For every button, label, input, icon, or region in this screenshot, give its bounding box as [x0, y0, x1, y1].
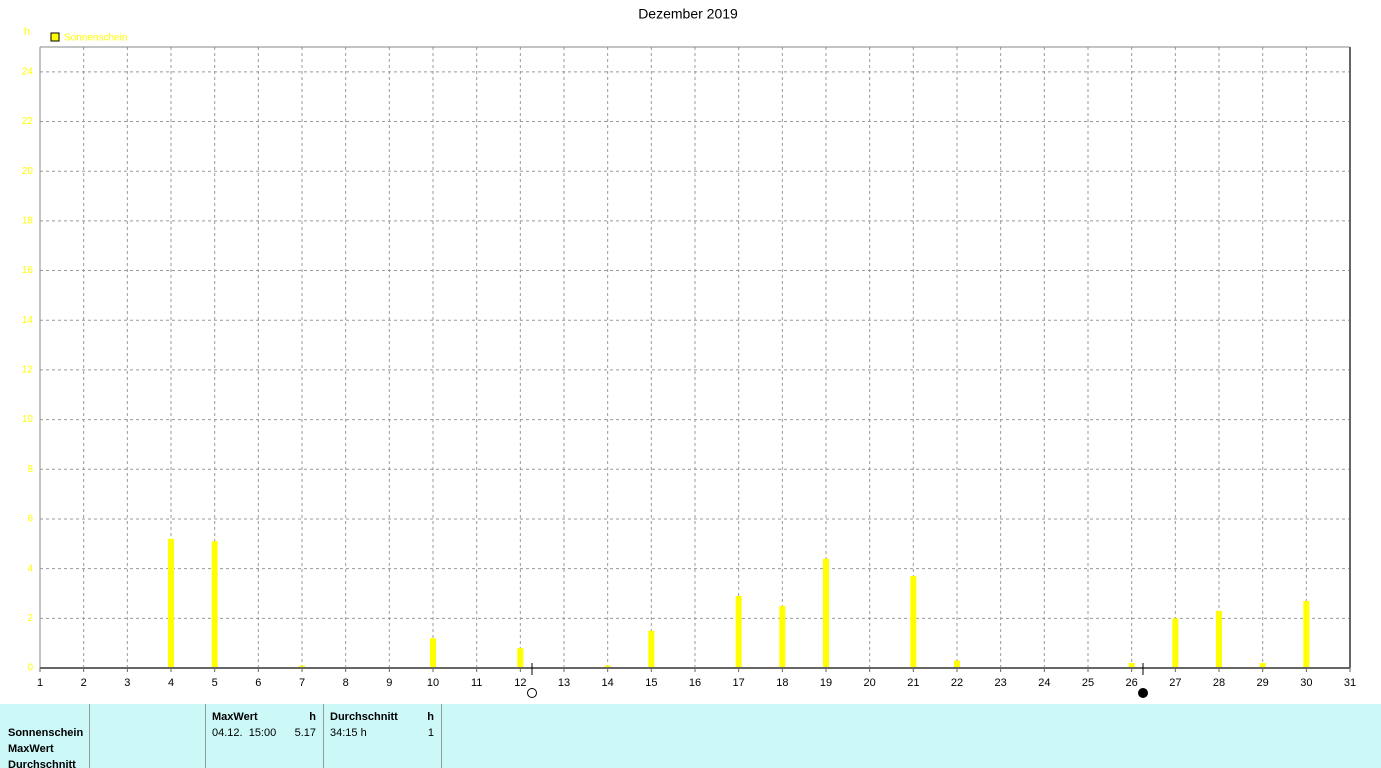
x-tick-label: 24	[1038, 677, 1050, 689]
bar	[779, 605, 786, 668]
column-unit: h	[427, 711, 434, 723]
bar	[211, 541, 218, 668]
column-unit: h	[309, 711, 316, 723]
x-tick-label: 27	[1169, 677, 1181, 689]
x-tick-label: 23	[995, 677, 1007, 689]
y-tick-label: 0	[27, 663, 33, 674]
y-tick-label: 4	[27, 563, 33, 574]
y-tick-label: 8	[27, 464, 33, 475]
chart-title: Dezember 2019	[638, 6, 738, 22]
legend-label: Sonnenschein	[64, 33, 127, 44]
new-moon-icon	[1138, 688, 1148, 698]
cell: 04.12. 15:00	[212, 727, 277, 739]
bar	[954, 660, 960, 668]
y-tick-label: 20	[22, 166, 34, 177]
x-tick-label: 17	[733, 677, 745, 689]
column-header: Durchschnitt	[330, 711, 398, 723]
x-tick-label: 14	[602, 677, 614, 689]
bar	[1128, 663, 1135, 668]
row-label: Durchschnitt	[8, 759, 76, 768]
bar	[735, 595, 742, 668]
y-tick-label: 22	[22, 116, 34, 127]
y-tick-label: 2	[27, 613, 33, 624]
x-tick-label: 29	[1257, 677, 1269, 689]
row-label: MaxWert	[8, 743, 54, 755]
bar	[517, 648, 524, 668]
bar	[823, 558, 829, 668]
bar	[430, 638, 436, 668]
y-tick-label: 14	[22, 315, 34, 326]
cell: 1	[427, 727, 434, 739]
x-tick-label: 16	[689, 677, 701, 689]
column-header: MaxWert	[212, 711, 258, 723]
x-tick-label: 12	[514, 677, 526, 689]
y-tick-label: 18	[22, 216, 34, 227]
x-tick-label: 18	[776, 677, 788, 689]
x-tick-label: 7	[299, 677, 305, 689]
x-tick-label: 30	[1300, 677, 1312, 689]
cell: 5.17	[294, 727, 316, 739]
chart: Dezember 2019 h Sonnenschein 02468101214…	[22, 6, 1356, 698]
x-tick-label: 11	[471, 677, 482, 689]
bar	[1216, 610, 1222, 668]
bar	[299, 665, 305, 668]
x-tick-label: 19	[820, 677, 832, 689]
full-moon-icon	[527, 688, 537, 698]
bar	[648, 630, 655, 668]
y-tick-label: 24	[22, 66, 34, 77]
x-tick-label: 28	[1213, 677, 1225, 689]
bar	[604, 665, 611, 668]
x-tick-label: 8	[343, 677, 349, 689]
bar	[1259, 663, 1266, 668]
x-tick-label: 3	[124, 677, 130, 689]
x-tick-label: 25	[1082, 677, 1094, 689]
y-axis-label: h	[24, 26, 30, 38]
summary-table: Sonnenschein MaxWert Durchschnitt MaxWer…	[0, 704, 1381, 768]
cell: 34:15 h	[330, 727, 367, 739]
y-tick-label: 12	[22, 365, 34, 376]
x-tick-label: 13	[558, 677, 570, 689]
bar	[1303, 600, 1310, 668]
x-tick-label: 26	[1126, 677, 1138, 689]
bar	[1172, 618, 1179, 668]
y-tick-label: 6	[27, 514, 33, 525]
x-tick-label: 31	[1344, 677, 1356, 689]
legend-swatch	[50, 32, 60, 42]
x-tick-label: 20	[864, 677, 876, 689]
x-tick-label: 21	[907, 677, 919, 689]
x-tick-label: 15	[645, 677, 657, 689]
x-tick-label: 6	[255, 677, 261, 689]
x-tick-label: 5	[212, 677, 218, 689]
bar	[910, 576, 917, 668]
x-tick-label: 2	[81, 677, 87, 689]
x-tick-label: 9	[386, 677, 392, 689]
x-tick-label: 22	[951, 677, 963, 689]
y-tick-label: 16	[22, 265, 34, 276]
x-tick-label: 4	[168, 677, 174, 689]
bar	[168, 538, 174, 668]
y-tick-label: 10	[22, 414, 34, 425]
row-label: Sonnenschein	[8, 727, 84, 739]
x-tick-label: 1	[37, 677, 43, 689]
x-tick-label: 10	[427, 677, 439, 689]
